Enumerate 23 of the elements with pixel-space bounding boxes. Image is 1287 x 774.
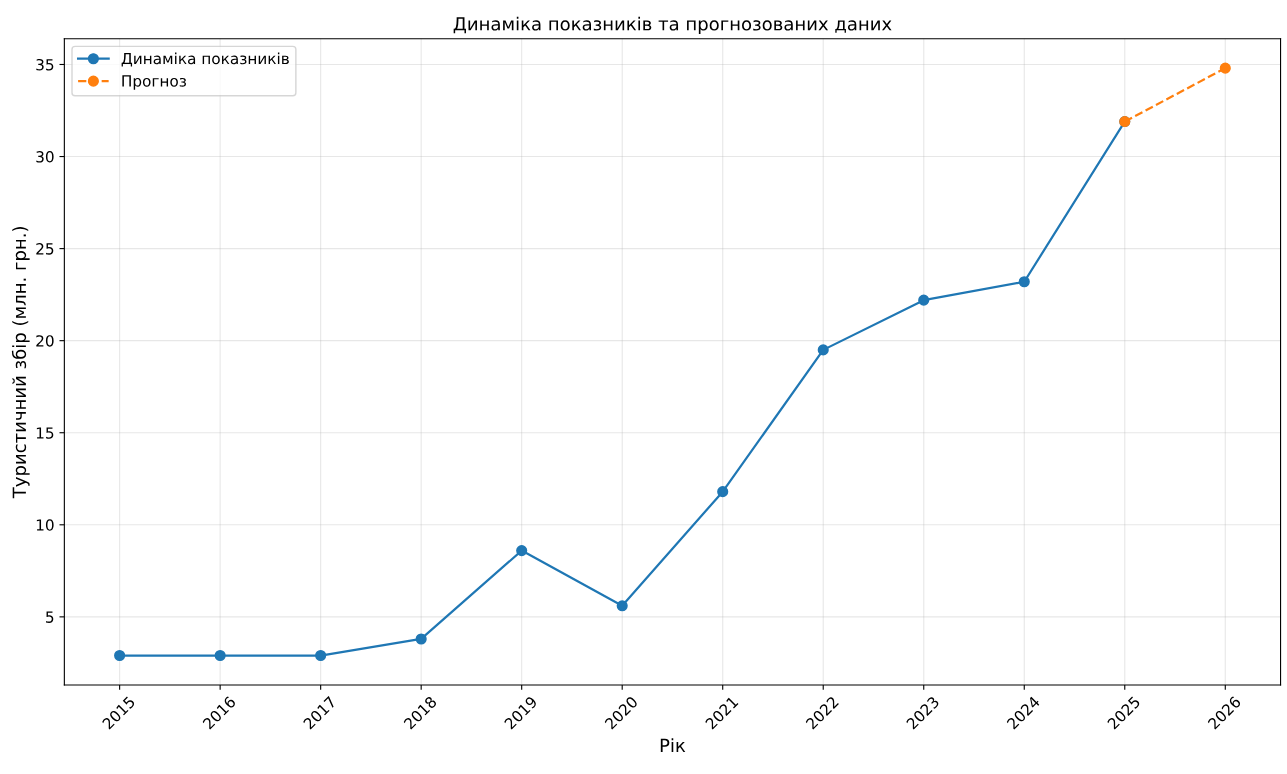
point	[817, 344, 829, 356]
y-tick-label: 35	[36, 58, 54, 71]
y-axis-title: Туристичний збір (млн. грн.)	[11, 227, 30, 499]
point	[415, 633, 427, 645]
point	[516, 545, 528, 557]
point	[114, 649, 126, 662]
point	[717, 486, 729, 498]
y-tick-label: 25	[36, 243, 54, 255]
y-tick-label: 30	[36, 151, 54, 163]
y-tick-label: 20	[36, 335, 54, 347]
point	[315, 649, 327, 662]
point	[1018, 276, 1030, 288]
legend-label: Прогноз	[122, 75, 186, 90]
point	[616, 600, 628, 612]
y-tick-label: 15	[36, 427, 54, 439]
chart-title: Динаміка показників та прогнозованих даних	[453, 16, 892, 35]
y-tick-label: 10	[36, 519, 54, 531]
x-axis-title: Рік	[660, 738, 686, 752]
point	[918, 294, 930, 306]
point	[1219, 62, 1231, 74]
point	[214, 649, 226, 662]
legend-label: Динаміка показників	[121, 52, 289, 67]
y-tick-label: 5	[46, 611, 54, 623]
